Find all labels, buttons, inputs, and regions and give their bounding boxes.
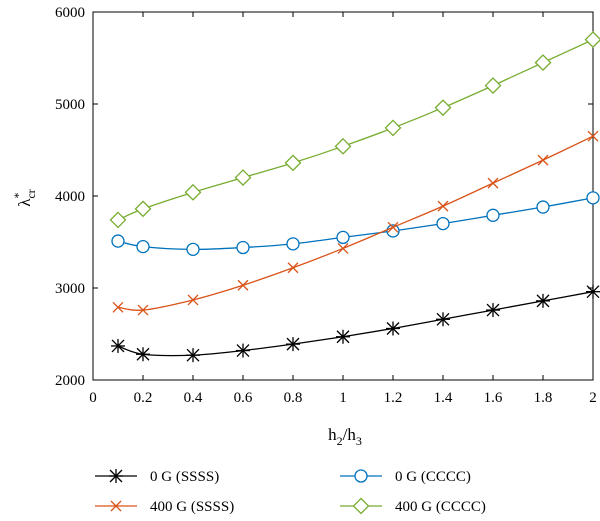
data-point bbox=[336, 329, 350, 344]
data-point bbox=[236, 240, 250, 255]
data-point bbox=[337, 242, 349, 254]
data-point bbox=[586, 191, 600, 205]
x-tick-label: 1.4 bbox=[434, 390, 453, 406]
svg-text:λ*cr: λ*cr bbox=[11, 189, 38, 207]
data-point bbox=[536, 293, 550, 308]
x-tick-label: 1.8 bbox=[534, 390, 553, 406]
data-point bbox=[334, 137, 352, 155]
legend-label: 0 G (SSSS) bbox=[150, 469, 219, 485]
data-point bbox=[137, 304, 149, 316]
data-point bbox=[111, 234, 125, 248]
data-point bbox=[436, 312, 450, 327]
x-tick-label: 2 bbox=[589, 390, 597, 406]
series-1 bbox=[111, 191, 600, 257]
series-2 bbox=[112, 130, 599, 316]
data-point bbox=[536, 200, 550, 214]
data-point bbox=[111, 338, 125, 353]
data-point bbox=[487, 177, 499, 189]
data-point bbox=[484, 77, 502, 95]
series-line bbox=[117, 197, 594, 251]
data-point bbox=[286, 337, 300, 352]
data-point bbox=[584, 31, 600, 49]
legend-marker bbox=[110, 500, 122, 512]
data-point bbox=[184, 183, 202, 201]
plot-frame bbox=[92, 11, 594, 381]
data-point bbox=[284, 154, 302, 172]
series-layer bbox=[109, 31, 600, 363]
x-axis-title: h2/h3 bbox=[328, 425, 362, 448]
x-tick-label: 0.8 bbox=[284, 390, 303, 406]
y-tick-label: 6000 bbox=[55, 5, 85, 21]
data-point bbox=[336, 230, 350, 245]
data-point bbox=[186, 348, 200, 363]
data-point bbox=[387, 221, 399, 233]
x-tick-label: 0.2 bbox=[134, 390, 153, 406]
legend-marker bbox=[352, 497, 370, 515]
data-point bbox=[136, 347, 150, 362]
data-point bbox=[486, 208, 500, 222]
data-point bbox=[186, 242, 200, 257]
x-tick-label: 1 bbox=[339, 390, 347, 406]
y-tick-label: 3000 bbox=[55, 281, 85, 297]
legend-entry: 400 G (CCCC) bbox=[340, 497, 486, 515]
legend: 0 G (SSSS) 0 G (CCCC) 400 G (SSSS) 400 G (C… bbox=[95, 469, 486, 515]
x-tick-label: 1.6 bbox=[484, 390, 503, 406]
data-point bbox=[586, 284, 600, 299]
data-point bbox=[234, 169, 252, 187]
legend-label: 400 G (CCCC) bbox=[395, 499, 486, 515]
data-point bbox=[486, 303, 500, 318]
legend-label: 400 G (SSSS) bbox=[150, 499, 234, 515]
legend-marker bbox=[109, 469, 123, 483]
data-point bbox=[384, 119, 402, 137]
data-point bbox=[112, 301, 124, 313]
data-point bbox=[134, 200, 152, 218]
data-point bbox=[436, 216, 450, 231]
data-point bbox=[286, 237, 300, 251]
data-point bbox=[386, 321, 400, 336]
data-point bbox=[109, 211, 127, 229]
legend-label: 0 G (CCCC) bbox=[395, 469, 471, 485]
y-tick-label: 5000 bbox=[55, 97, 85, 113]
data-point bbox=[136, 239, 150, 254]
data-point bbox=[187, 294, 199, 306]
x-tick-label: 1.2 bbox=[384, 390, 403, 406]
plot-area bbox=[92, 11, 594, 381]
y-axis-ticks: 2000 3000 4000 5000 6000 bbox=[55, 5, 593, 389]
x-tick-label: 0 bbox=[89, 390, 97, 406]
y-tick-label: 4000 bbox=[55, 189, 85, 205]
legend-entry: 0 G (CCCC) bbox=[340, 469, 471, 485]
data-point bbox=[434, 99, 452, 117]
data-point bbox=[437, 200, 449, 212]
data-point bbox=[537, 154, 549, 166]
y-axis-title: λ*cr bbox=[11, 189, 38, 207]
x-tick-label: 0.4 bbox=[184, 390, 203, 406]
legend-entry: 0 G (SSSS) bbox=[95, 469, 219, 485]
x-tick-label: 0.6 bbox=[234, 390, 253, 406]
data-point bbox=[287, 262, 299, 274]
legend-marker bbox=[354, 469, 368, 483]
series-0 bbox=[111, 284, 600, 363]
y-tick-label: 2000 bbox=[55, 373, 85, 389]
data-point bbox=[534, 54, 552, 72]
data-point bbox=[587, 130, 599, 142]
series-3 bbox=[109, 31, 600, 229]
legend-entry: 400 G (SSSS) bbox=[95, 499, 234, 515]
data-point bbox=[236, 343, 250, 358]
x-axis-ticks: 0 0.2 0.4 0.6 0.8 1 1.2 1.4 1.6 1.8 2 bbox=[89, 12, 597, 406]
data-point bbox=[237, 279, 249, 291]
series-line bbox=[117, 135, 594, 311]
